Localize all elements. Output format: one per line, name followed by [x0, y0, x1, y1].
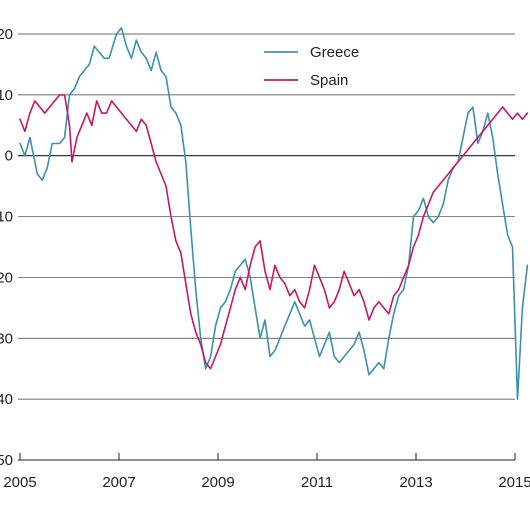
grid-lines: [18, 33, 515, 400]
y-tick-label-0: 20: [0, 26, 13, 43]
y-tick-label-3: 10: [0, 209, 13, 226]
x-tick-label-3: 2011: [301, 474, 333, 491]
legend-label-spain: Spain: [310, 72, 348, 89]
x-tick-label-0: 2005: [3, 474, 36, 491]
y-tick-label-2: 0: [5, 148, 13, 165]
series-line-greece: [19, 27, 529, 400]
x-tick-label-4: 2013: [399, 474, 432, 491]
y-tick-label-1: 10: [0, 87, 13, 104]
y-tick-label-7: 50: [0, 452, 13, 469]
y-tick-label-5: 30: [0, 330, 13, 347]
y-axis-tick-labels: 20 10 0 10 20 30 40 50: [0, 26, 13, 469]
x-tick-label-5: 2015: [498, 474, 530, 491]
series-line-spain: [19, 94, 529, 370]
x-axis: 2005 2007 2009 2011 2013 2015: [3, 453, 530, 491]
y-tick-label-6: 40: [0, 391, 13, 408]
series-lines: [19, 27, 529, 400]
legend-label-greece: Greece: [310, 44, 359, 61]
x-tick-label-2: 2009: [201, 474, 234, 491]
y-tick-label-4: 20: [0, 269, 13, 286]
legend: Greece Spain: [264, 44, 359, 89]
x-tick-label-1: 2007: [102, 474, 135, 491]
